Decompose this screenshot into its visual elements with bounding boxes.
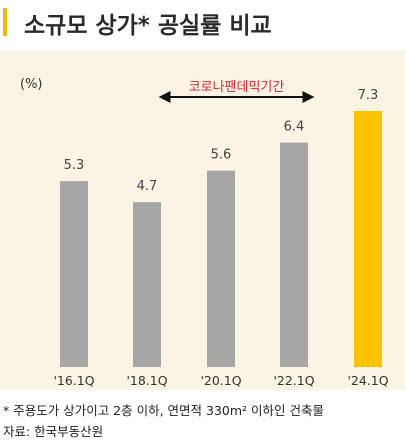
- bar-3: [280, 142, 308, 367]
- category-label-2: '20.1Q: [200, 373, 241, 388]
- source-note: 자료: 한국부동산원: [3, 424, 104, 439]
- pandemic-period-label: 코로나팬데믹기간: [189, 80, 285, 95]
- footnote: * 주용도가 상가이고 2층 이하, 연면적 330m² 이하인 건축물: [3, 403, 325, 418]
- bar-2: [207, 170, 235, 367]
- unit-label: (%): [20, 77, 43, 92]
- chart-panel: (%) 5.3 '16.1Q 4.7 '18.1Q 5.6 '20.1Q 6.4 '22.1Q…: [0, 50, 405, 390]
- category-label-1: '18.1Q: [126, 373, 167, 388]
- value-label-0: 5.3: [64, 158, 85, 173]
- category-label-4: '24.1Q: [347, 373, 388, 388]
- title-accent-bar: [3, 8, 7, 36]
- value-label-1: 4.7: [137, 179, 158, 194]
- bar-4: [354, 111, 382, 367]
- category-label-3: '22.1Q: [273, 373, 314, 388]
- value-label-4: 7.3: [358, 88, 379, 103]
- bar-chart: 5.3 '16.1Q 4.7 '18.1Q 5.6 '20.1Q 6.4 '22.1Q 7.3 '…: [53, 80, 388, 388]
- value-label-3: 6.4: [284, 120, 305, 135]
- chart-title-block: 소규모 상가* 공실률 비교: [0, 6, 405, 40]
- bar-0: [60, 181, 88, 367]
- chart-title: 소규모 상가* 공실률 비교: [24, 13, 272, 39]
- bar-1: [133, 202, 161, 367]
- value-label-2: 5.6: [211, 148, 232, 163]
- category-label-0: '16.1Q: [53, 373, 94, 388]
